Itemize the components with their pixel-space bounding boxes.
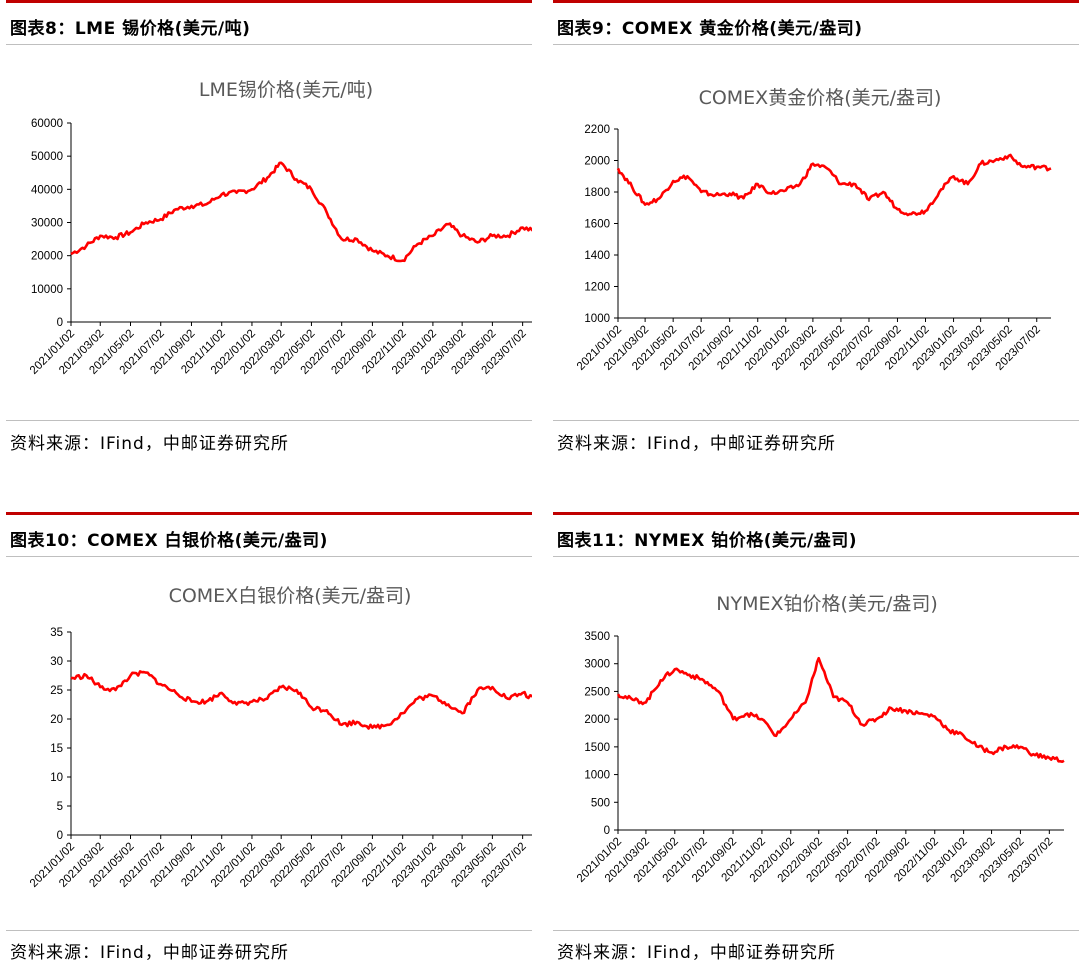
- source-note: 资料来源：IFind，中邮证券研究所: [10, 434, 289, 454]
- y-tick-label: 2000: [584, 156, 610, 168]
- y-tick-label: 40000: [31, 184, 63, 196]
- source-divider: [553, 420, 1079, 421]
- y-tick-label: 30: [50, 656, 63, 668]
- series-line: [70, 670, 532, 730]
- chart-panel-nymex-platinum: 图表11：NYMEX 铂价格(美元/盎司) NYMEX铂价格(美元/盎司) 0 50…: [553, 512, 1079, 967]
- y-tick-label: 500: [591, 797, 610, 809]
- series-line: [616, 153, 1052, 217]
- y-tick-label: 1000: [584, 770, 610, 782]
- line-chart: LME锡价格(美元/吨) 0 10000 20000 30000 40000 50000 60…: [28, 79, 532, 377]
- y-tick-label: 60000: [31, 118, 63, 130]
- y-tick-label: 0: [57, 317, 63, 329]
- chart-title: COMEX白银价格(美元/盎司): [169, 585, 412, 607]
- chart-panel-comex-gold: 图表9：COMEX 黄金价格(美元/盎司) COMEX黄金价格(美元/盎司) 10…: [553, 0, 1079, 455]
- y-tick-label: 30000: [31, 218, 63, 230]
- heading-divider: [6, 556, 532, 557]
- y-tick-label: 0: [57, 830, 63, 842]
- source-divider: [6, 930, 532, 931]
- y-tick-label: 2500: [584, 686, 610, 698]
- y-tick-label: 25: [50, 685, 63, 697]
- y-tick-label: 10000: [31, 284, 63, 296]
- line-chart: COMEX黄金价格(美元/盎司) 1000 1200 1400 1600 1800 2000…: [575, 87, 1052, 373]
- y-tick-label: 20000: [31, 251, 63, 263]
- y-tick-label: 1800: [584, 187, 610, 199]
- panel-heading: 图表10：COMEX 白银价格(美元/盎司): [10, 531, 328, 551]
- source-note: 资料来源：IFind，中邮证券研究所: [557, 434, 836, 454]
- y-tick-label: 1200: [584, 282, 610, 294]
- source-note: 资料来源：IFind，中邮证券研究所: [10, 943, 289, 963]
- source-divider: [6, 420, 532, 421]
- y-tick-label: 15: [50, 743, 63, 755]
- chart-title: COMEX黄金价格(美元/盎司): [699, 87, 942, 109]
- panel-top-rule: [6, 512, 532, 515]
- panel-heading: 图表11：NYMEX 铂价格(美元/盎司): [557, 531, 857, 551]
- y-tick-label: 2000: [584, 714, 610, 726]
- panel-heading: 图表9：COMEX 黄金价格(美元/盎司): [557, 19, 863, 39]
- chart-panel-comex-silver: 图表10：COMEX 白银价格(美元/盎司) COMEX白银价格(美元/盎司) 0…: [6, 512, 532, 967]
- chart-title: NYMEX铂价格(美元/盎司): [716, 593, 937, 615]
- heading-divider: [6, 44, 532, 45]
- y-tick-label: 3000: [584, 659, 610, 671]
- y-tick-label: 1000: [584, 313, 610, 325]
- y-tick-label: 50000: [31, 151, 63, 163]
- y-tick-label: 1500: [584, 742, 610, 754]
- line-chart: NYMEX铂价格(美元/盎司) 0 500 1000 1500 2000 2500 3000 3…: [575, 593, 1065, 885]
- y-tick-label: 3500: [584, 631, 610, 643]
- panel-top-rule: [6, 0, 532, 3]
- series-line: [616, 656, 1065, 763]
- line-chart: COMEX白银价格(美元/盎司)051015202530352021/01/02…: [28, 585, 532, 890]
- y-tick-label: 20: [50, 714, 63, 726]
- y-tick-label: 5: [57, 801, 63, 813]
- source-note: 资料来源：IFind，中邮证券研究所: [557, 943, 836, 963]
- panel-top-rule: [553, 0, 1079, 3]
- y-tick-label: 1600: [584, 219, 610, 231]
- heading-divider: [553, 44, 1079, 45]
- heading-divider: [553, 556, 1079, 557]
- y-tick-label: 35: [50, 627, 63, 639]
- y-tick-label: 1400: [584, 250, 610, 262]
- y-tick-label: 0: [604, 825, 610, 837]
- chart-title: LME锡价格(美元/吨): [199, 79, 373, 101]
- series-line: [70, 161, 532, 263]
- source-divider: [553, 930, 1079, 931]
- panel-heading: 图表8：LME 锡价格(美元/吨): [10, 19, 251, 39]
- panel-top-rule: [553, 512, 1079, 515]
- chart-panel-lme-tin: 图表8：LME 锡价格(美元/吨) LME锡价格(美元/吨) 0 10000 2000…: [6, 0, 532, 455]
- y-tick-label: 10: [50, 772, 63, 784]
- y-tick-label: 2200: [584, 124, 610, 136]
